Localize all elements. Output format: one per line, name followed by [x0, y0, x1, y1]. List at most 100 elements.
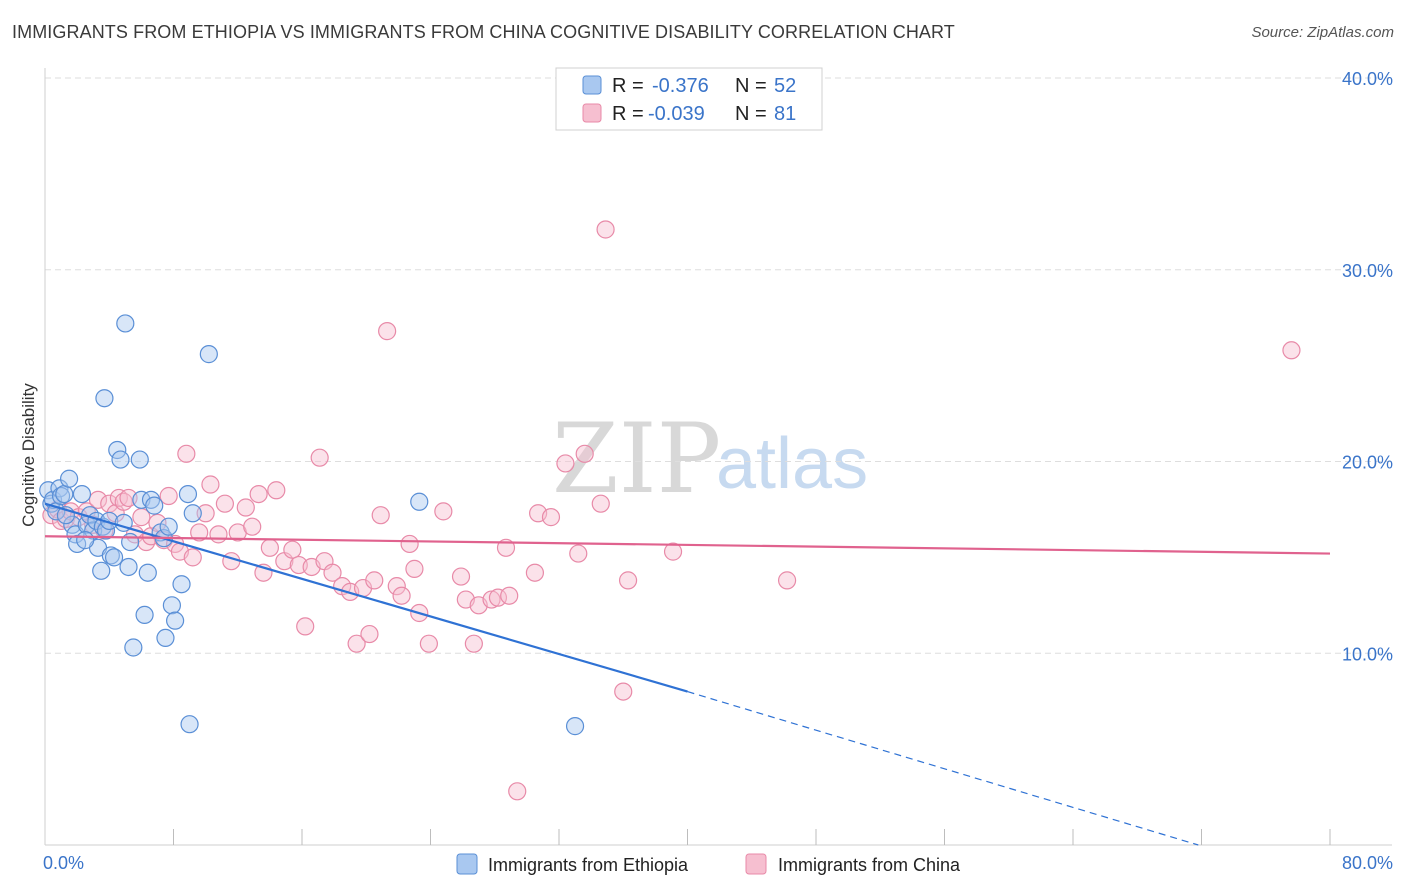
china-point: [347, 634, 366, 653]
ethiopia-point: [145, 496, 164, 515]
x-tick-label: 80.0%: [1342, 853, 1393, 873]
china-point: [488, 588, 508, 607]
china-point: [88, 490, 108, 509]
ethiopia-point: [124, 638, 143, 657]
china-point: [249, 484, 268, 504]
ethiopia-point: [111, 450, 130, 469]
ethiopia-point: [95, 389, 114, 408]
china-point: [323, 563, 342, 582]
x-tick-label: 0.0%: [43, 853, 84, 873]
china-point: [371, 506, 390, 525]
legend-n-value-china: 81: [774, 103, 796, 125]
bottom-legend-swatch-china: [745, 853, 767, 875]
china-point: [190, 523, 209, 542]
china-point: [541, 508, 561, 527]
watermark-atlas: atlas: [716, 424, 868, 504]
china-point: [482, 590, 501, 609]
legend-n-label-ethiopia: N =: [735, 75, 767, 97]
china-point: [451, 567, 471, 586]
legend-r-label-ethiopia: R =: [612, 75, 644, 97]
china-point: [464, 634, 483, 653]
legend-n-label-china: N =: [735, 103, 767, 125]
ethiopia-point: [76, 531, 95, 550]
bottom-legend-label-china: Immigrants from China: [778, 855, 961, 875]
china-point: [310, 448, 329, 467]
china-point: [196, 504, 215, 523]
bottom-legend-swatch-ethiopia: [456, 853, 478, 875]
ethiopia-point: [92, 561, 111, 580]
ethiopia-point: [166, 611, 185, 630]
china-point: [591, 494, 610, 513]
china-point: [260, 538, 279, 557]
china-point: [222, 552, 241, 571]
china-point: [236, 498, 255, 517]
y-tick-labels: 10.0% 20.0% 30.0% 40.0%: [1342, 69, 1393, 664]
chart-title: IMMIGRANTS FROM ETHIOPIA VS IMMIGRANTS F…: [12, 22, 955, 42]
y-tick-label: 20.0%: [1342, 453, 1393, 473]
ethiopia-point: [50, 479, 69, 498]
ethiopia-trend-line: [44, 502, 688, 693]
ethiopia-point: [565, 717, 585, 736]
china-point: [419, 634, 438, 653]
china-point: [243, 517, 262, 536]
china-point: [434, 502, 453, 521]
series-ethiopia-points: [39, 314, 585, 736]
ethiopia-point: [180, 715, 199, 734]
china-point: [267, 481, 286, 500]
china-point: [596, 220, 615, 239]
y-axis-label: Cognitive Disability: [19, 383, 38, 527]
china-point: [405, 559, 424, 578]
ethiopia-point: [138, 563, 157, 582]
legend-swatch-ethiopia: [582, 75, 602, 95]
y-tick-label: 40.0%: [1342, 69, 1393, 89]
ethiopia-point: [172, 575, 191, 594]
correlation-legend: R = -0.376 N = 52 R = -0.039 N = 81: [555, 67, 823, 131]
ethiopia-point: [55, 484, 74, 504]
china-point: [183, 548, 202, 567]
ethiopia-point: [51, 486, 71, 506]
legend-r-value-china: -0.039: [648, 103, 705, 125]
series-legend: Immigrants from Ethiopia Immigrants from…: [456, 853, 961, 875]
legend-n-value-ethiopia: 52: [774, 75, 796, 97]
china-point: [508, 782, 527, 801]
x-tick-labels: 0.0% 80.0%: [43, 853, 1393, 873]
china-point: [614, 682, 633, 701]
china-point: [400, 534, 419, 554]
ethiopia-point: [135, 605, 154, 625]
china-point: [777, 571, 797, 590]
ethiopia-point: [141, 490, 161, 509]
ethiopia-point: [162, 596, 181, 615]
china-point: [569, 544, 588, 563]
ethiopia-point: [59, 469, 79, 488]
bottom-legend-label-ethiopia: Immigrants from Ethiopia: [488, 855, 689, 875]
china-trend-line: [44, 535, 1331, 555]
ethiopia-point: [199, 345, 218, 364]
legend-r-value-ethiopia: -0.376: [652, 75, 709, 97]
legend-swatch-china: [582, 103, 602, 123]
ethiopia-point: [108, 440, 127, 460]
china-point: [296, 617, 315, 636]
ethiopia-point: [63, 515, 82, 534]
china-point: [1282, 341, 1301, 360]
ethiopia-point: [410, 492, 429, 511]
china-point: [159, 486, 178, 506]
ethiopia-point: [130, 450, 149, 469]
china-point: [392, 586, 411, 605]
y-tick-label: 10.0%: [1342, 644, 1393, 664]
ethiopia-point: [72, 484, 92, 504]
china-point: [177, 444, 196, 463]
china-point: [556, 454, 575, 473]
china-point: [283, 540, 302, 559]
china-point: [575, 444, 594, 463]
ethiopia-point: [156, 628, 175, 648]
china-point: [209, 525, 228, 544]
china-point: [500, 586, 519, 605]
china-point: [387, 577, 406, 596]
china-point: [215, 494, 234, 513]
ethiopia-point: [116, 314, 135, 333]
source-label: Source: ZipAtlas.com: [1251, 24, 1394, 41]
ethiopia-point: [159, 517, 178, 536]
china-point: [201, 475, 220, 494]
china-point: [525, 563, 545, 582]
